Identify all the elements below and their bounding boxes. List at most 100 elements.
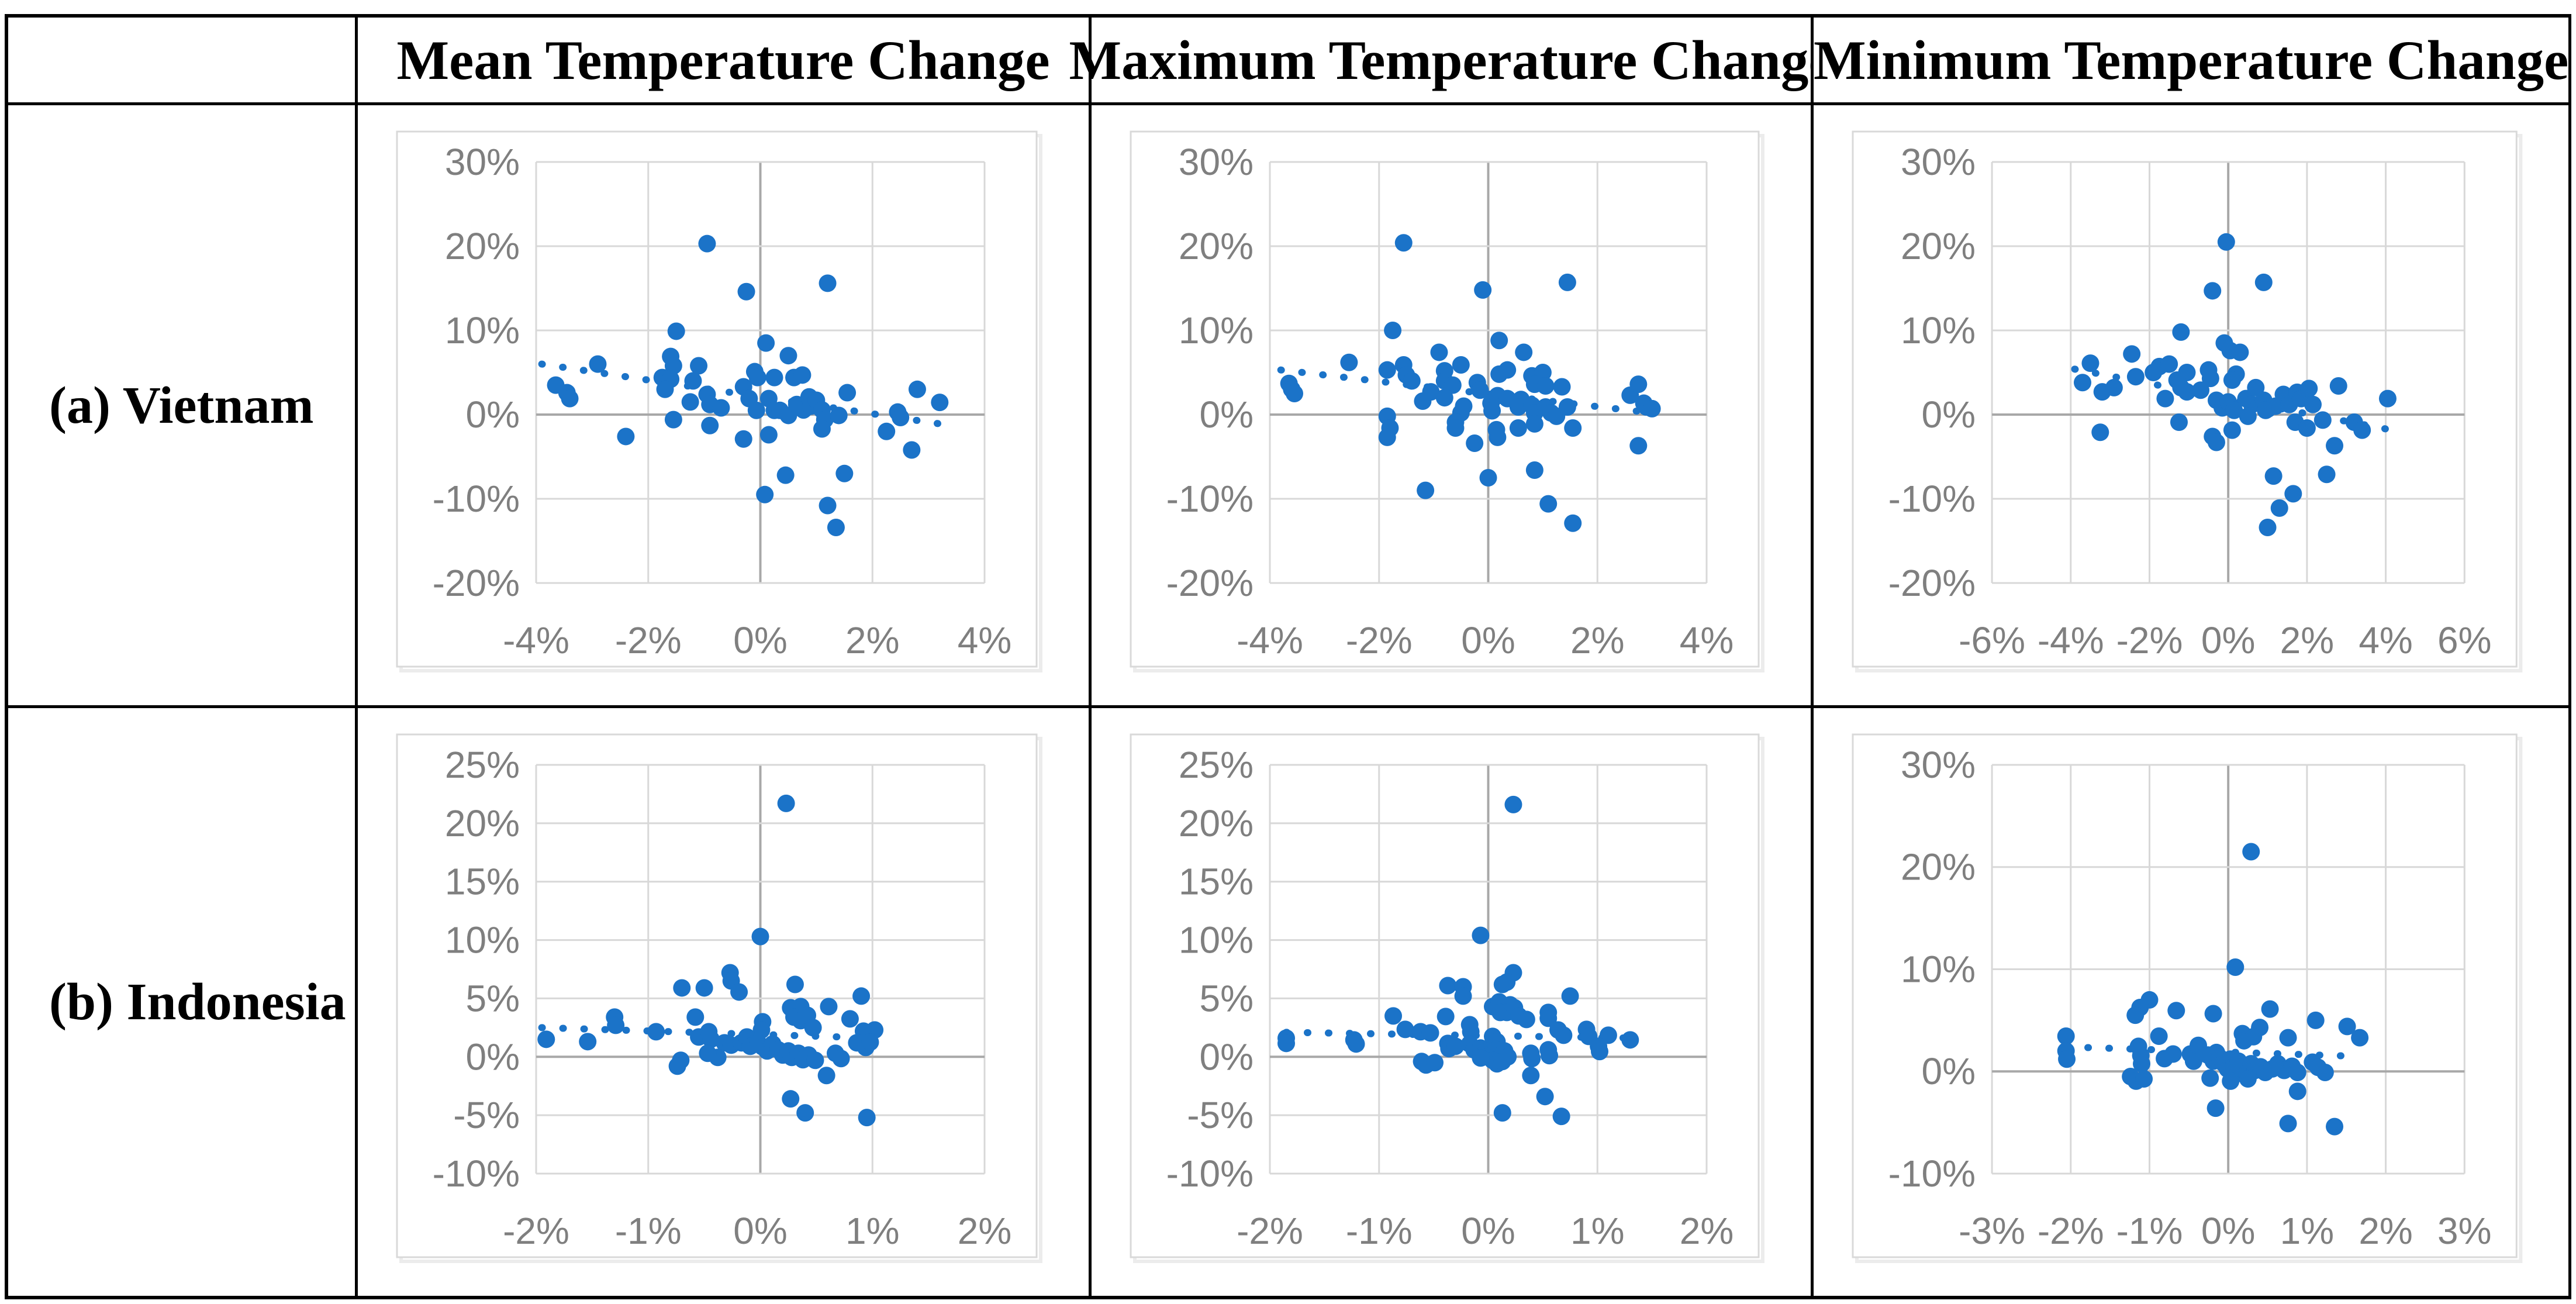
x-tick-label: -4%	[1237, 619, 1303, 661]
data-point	[664, 357, 682, 375]
data-point	[2156, 389, 2174, 408]
data-point	[1504, 795, 1522, 813]
chart-frame	[1852, 733, 2518, 1258]
y-tick-label: -10%	[1166, 1153, 1254, 1195]
scatter-chart-vietnam-max: 30% 20% 10% 0% -10% -20% -4% -2% 0% 2% 4%	[1130, 130, 1764, 672]
data-point	[695, 979, 713, 997]
data-point	[908, 380, 926, 398]
trendline	[538, 360, 949, 429]
y-tick-label: 15%	[445, 861, 520, 903]
scatter-chart-vietnam-min: 30% 20% 10% 0% -10% -20% -6% -4% -2% 0% 2% 4% 6%	[1852, 130, 2523, 672]
data-point	[878, 422, 896, 440]
y-tick-label: 10%	[1179, 309, 1254, 351]
data-point	[2288, 1063, 2306, 1081]
x-tick-label: 6%	[2437, 619, 2492, 661]
header-cell-mean: Mean Temperature Change	[358, 18, 1092, 105]
data-point	[2329, 377, 2347, 395]
data-point	[2244, 1027, 2263, 1046]
data-point	[804, 1019, 822, 1037]
data-point	[2316, 1063, 2334, 1081]
data-point	[1522, 1067, 1540, 1085]
data-point	[835, 464, 854, 482]
y-tick-label: 20%	[1901, 225, 1976, 267]
x-tick-label: -1%	[615, 1210, 682, 1252]
data-point	[2318, 465, 2336, 484]
y-tick-label: 20%	[1179, 225, 1254, 267]
data-point	[2257, 401, 2275, 419]
x-tick-label: 4%	[1680, 619, 1734, 661]
scatter-chart-indonesia-mean: 25% 20% 15% 10% 5% 0% -5% -10% -2% -1% 0% 1% 2%	[396, 733, 1042, 1263]
scatter-chart-indonesia-min: 30% 20% 10% 0% -10% -3% -2% -1% 0% 1% 2% 3%	[1852, 733, 2523, 1263]
data-point	[903, 441, 921, 459]
data-point	[1403, 372, 1421, 390]
data-point	[1347, 1035, 1365, 1053]
data-point	[737, 282, 755, 301]
data-point	[2222, 1072, 2240, 1090]
data-point	[2170, 413, 2188, 431]
data-point	[2207, 433, 2225, 451]
x-tick-label: -3%	[1959, 1210, 2025, 1252]
data-point	[820, 998, 838, 1016]
data-point	[1536, 377, 1555, 395]
data-point	[656, 380, 674, 398]
chart-cell-vietnam-max: 30% 20% 10% 0% -10% -20% -4% -2% 0% 2% 4%	[1092, 105, 1814, 708]
y-tick-label: -10%	[1888, 1153, 1976, 1195]
data-point	[2204, 1005, 2222, 1023]
data-point	[1525, 461, 1543, 479]
x-tick-label: 2%	[1680, 1210, 1734, 1252]
y-tick-label: 10%	[1179, 919, 1254, 961]
data-point	[2091, 423, 2109, 441]
data-point	[2081, 354, 2100, 372]
data-point	[1444, 376, 1462, 394]
data-point	[664, 410, 682, 429]
data-point	[813, 420, 831, 438]
data-point	[2133, 1055, 2151, 1073]
data-point	[1552, 1108, 1570, 1126]
data-point	[668, 1057, 686, 1075]
x-tick-label: -1%	[1346, 1210, 1413, 1252]
data-point	[1466, 434, 1484, 452]
x-tick-label: -2%	[1237, 1210, 1303, 1252]
data-point	[1455, 397, 1473, 415]
figure-table: Mean Temperature Change Maximum Temperat…	[5, 14, 2571, 1299]
data-point	[793, 366, 812, 384]
data-point	[1472, 926, 1490, 944]
data-point	[1452, 356, 1470, 374]
data-point	[1515, 343, 1533, 361]
y-tick-label: 0%	[1922, 1050, 1976, 1092]
y-tick-label: 25%	[1179, 744, 1254, 786]
x-tick-label: -2%	[2116, 619, 2183, 661]
data-point	[686, 1008, 705, 1026]
data-point	[1629, 437, 1648, 455]
data-point	[2160, 355, 2178, 373]
x-tick-label: 1%	[1570, 1210, 1625, 1252]
data-point	[2242, 843, 2260, 861]
y-tick-label: 30%	[1179, 141, 1254, 183]
data-point	[1553, 378, 1571, 396]
data-point	[561, 389, 579, 408]
y-tick-label: 5%	[1200, 977, 1254, 1019]
y-tick-label: 30%	[1901, 744, 1976, 786]
y-tick-label: 10%	[445, 309, 520, 351]
data-point	[2288, 1082, 2306, 1101]
data-point	[1483, 402, 1501, 420]
data-point	[2204, 282, 2222, 300]
data-point	[1446, 1037, 1465, 1055]
data-point	[2226, 958, 2244, 977]
data-point	[1525, 415, 1543, 433]
chart-frame	[396, 130, 1038, 668]
data-point	[2150, 1027, 2168, 1045]
chart-cell-indonesia-min: 30% 20% 10% 0% -10% -3% -2% -1% 0% 1% 2% 3%	[1814, 708, 2569, 1296]
data-point	[786, 975, 804, 993]
data-point	[1474, 281, 1492, 299]
x-tick-label: -4%	[503, 619, 569, 661]
y-tick-label: -10%	[433, 478, 520, 520]
trendline	[1277, 366, 1656, 417]
data-point	[2164, 1045, 2182, 1063]
data-point	[2231, 343, 2249, 361]
data-point	[2057, 1027, 2075, 1045]
data-point	[2259, 518, 2277, 536]
x-tick-label: 2%	[2280, 619, 2335, 661]
y-tick-label: -10%	[433, 1153, 520, 1195]
data-point	[2225, 401, 2243, 419]
